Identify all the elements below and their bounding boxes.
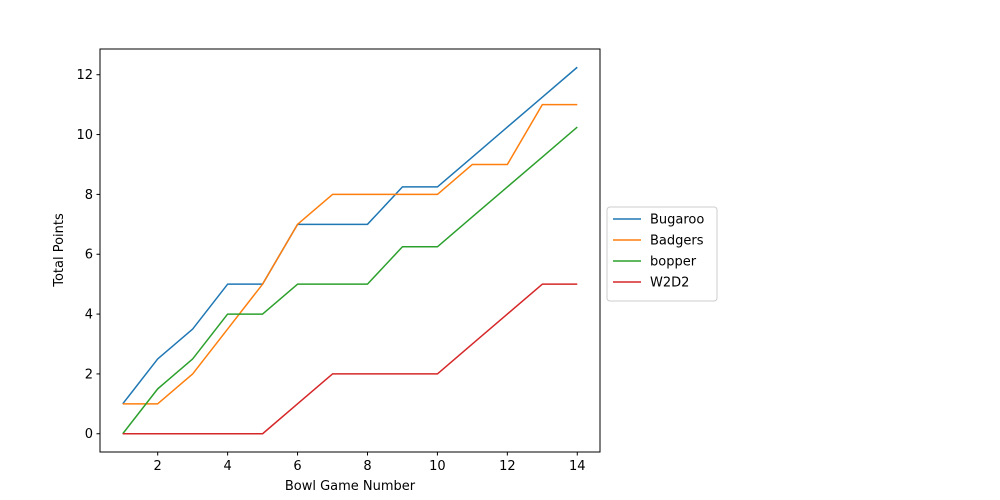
y-tick-label: 12 (76, 68, 93, 83)
legend-label-bugaroo: Bugaroo (650, 213, 704, 228)
x-tick-label: 8 (363, 459, 371, 474)
x-tick-label: 6 (293, 459, 301, 474)
plot-frame (99, 48, 601, 453)
legend-label-bopper: bopper (650, 255, 697, 270)
x-tick-label: 10 (429, 459, 446, 474)
x-tick-label: 2 (154, 459, 162, 474)
legend: Bugaroo Badgers bopper W2D2 (606, 206, 718, 302)
y-axis: 0 2 4 6 8 10 12 (76, 68, 100, 442)
x-tick-label: 4 (223, 459, 231, 474)
y-tick-label: 8 (85, 188, 93, 203)
y-tick-label: 4 (85, 308, 93, 323)
legend-label-badgers: Badgers (650, 234, 704, 249)
x-axis-label: Bowl Game Number (285, 479, 416, 494)
y-tick-label: 6 (85, 248, 93, 263)
legend-box (606, 206, 718, 302)
x-axis: 2 4 6 8 10 12 14 (154, 452, 586, 474)
x-tick-label: 12 (499, 459, 516, 474)
y-tick-label: 10 (76, 128, 93, 143)
legend-label-w2d2: W2D2 (650, 276, 689, 291)
series-line-badgers (122, 103, 578, 405)
y-tick-label: 0 (85, 427, 93, 442)
y-axis-label: Total Points (52, 213, 67, 288)
y-tick-label: 2 (85, 367, 93, 382)
series-line-bugaroo (122, 66, 578, 405)
x-tick-label: 14 (569, 459, 586, 474)
series-line-bopper (122, 126, 578, 435)
plot-lines (122, 66, 578, 435)
series-line-w2d2 (122, 283, 578, 435)
